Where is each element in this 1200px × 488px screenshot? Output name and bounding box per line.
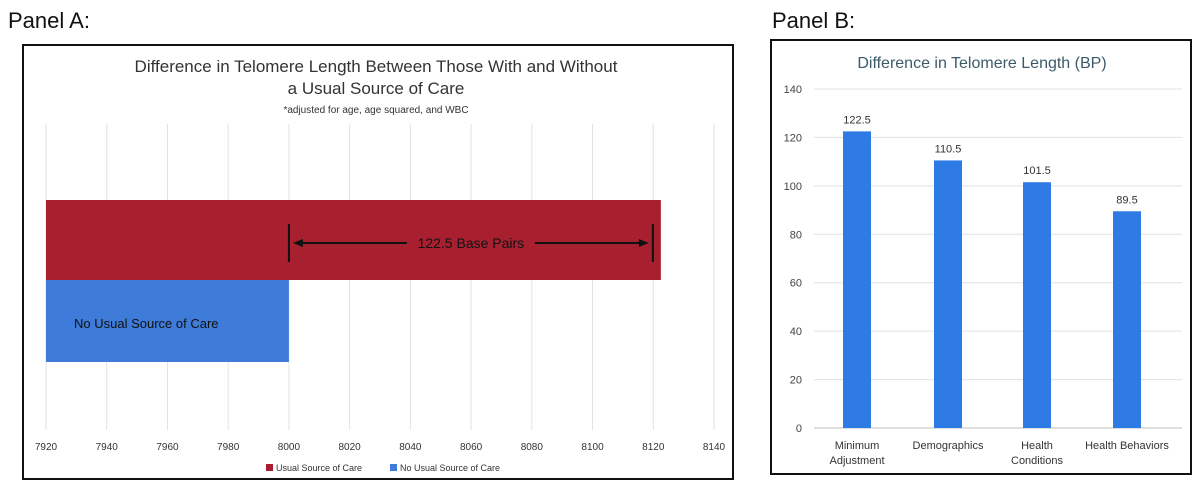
x-tick-label: 7960 — [156, 442, 179, 453]
data-label: 101.5 — [1023, 165, 1051, 177]
x-category-label: Conditions — [1011, 455, 1063, 467]
y-tick-label: 40 — [790, 326, 802, 338]
panel-a-frame: Difference in Telomere Length Between Th… — [22, 44, 734, 480]
bar — [1023, 182, 1051, 428]
y-tick-label: 60 — [790, 278, 802, 290]
chart-title-line: Difference in Telomere Length Between Th… — [135, 57, 618, 76]
x-tick-label: 7940 — [96, 442, 119, 453]
chart-subtitle: *adjusted for age, age squared, and WBC — [283, 105, 468, 116]
data-label: 89.5 — [1116, 194, 1137, 206]
x-tick-label: 8040 — [399, 442, 422, 453]
annotation-arrowhead-left — [292, 239, 303, 247]
telomere-hbar-chart: Difference in Telomere Length Between Th… — [35, 57, 726, 473]
y-tick-label: 120 — [784, 132, 802, 144]
y-tick-label: 100 — [784, 181, 802, 193]
chart-title-line: a Usual Source of Care — [288, 79, 465, 98]
x-tick-label: 8140 — [703, 442, 726, 453]
y-tick-label: 80 — [790, 229, 802, 241]
x-tick-label: 8000 — [278, 442, 301, 453]
y-tick-label: 20 — [790, 375, 802, 387]
x-category-label: Health — [1021, 440, 1053, 452]
x-category-label: Minimum — [835, 440, 880, 452]
data-label: 122.5 — [843, 114, 871, 126]
bar-label-no-usual-source: No Usual Source of Care — [74, 316, 219, 331]
legend-label: Usual Source of Care — [276, 463, 362, 473]
x-tick-label: 8020 — [339, 442, 362, 453]
panel-b-frame: Difference in Telomere Length (BP) 0 20 40 6… — [770, 39, 1192, 475]
x-tick-label: 7980 — [217, 442, 240, 453]
bar — [843, 131, 871, 428]
bar — [1113, 211, 1141, 428]
legend-swatch — [390, 464, 397, 471]
y-tick-label: 140 — [784, 84, 802, 96]
data-label: 110.5 — [935, 143, 962, 155]
panel-b-label: Panel B: — [772, 8, 856, 33]
bar-no-usual-source — [46, 280, 289, 362]
x-category-label: Adjustment — [829, 455, 884, 467]
legend-swatch — [266, 464, 273, 471]
annotation-arrowhead-right — [638, 239, 649, 247]
x-tick-label: 7920 — [35, 442, 58, 453]
x-tick-label: 8100 — [581, 442, 604, 453]
bar — [934, 160, 962, 429]
panel-a-label: Panel A: — [8, 8, 90, 33]
x-tick-label: 8080 — [521, 442, 544, 453]
y-tick-label: 0 — [796, 423, 802, 435]
legend-label: No Usual Source of Care — [400, 463, 500, 473]
x-tick-label: 8060 — [460, 442, 483, 453]
chart-title: Difference in Telomere Length (BP) — [857, 55, 1106, 72]
annotation-label: 122.5 Base Pairs — [418, 235, 525, 251]
x-category-label: Health Behaviors — [1085, 440, 1169, 452]
x-tick-label: 8120 — [642, 442, 665, 453]
x-category-label: Demographics — [913, 440, 984, 452]
telomere-adjustment-bar-chart: Difference in Telomere Length (BP) 0 20 40 6… — [784, 55, 1182, 467]
bar-usual-source — [46, 200, 661, 280]
